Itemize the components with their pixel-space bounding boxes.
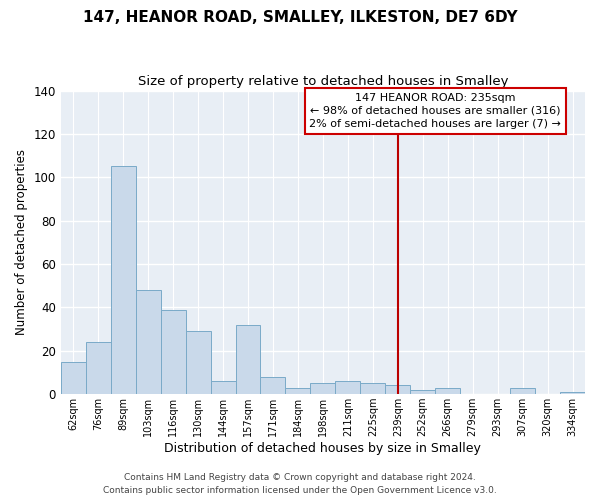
Text: 147 HEANOR ROAD: 235sqm
← 98% of detached houses are smaller (316)
2% of semi-de: 147 HEANOR ROAD: 235sqm ← 98% of detache… (309, 92, 561, 129)
Bar (185, 332, 211, 394)
Bar (61, 362, 86, 394)
Bar (435, 388, 460, 394)
Bar (260, 377, 286, 394)
Bar (236, 325, 260, 394)
Bar (136, 290, 161, 394)
Title: Size of property relative to detached houses in Smalley: Size of property relative to detached ho… (137, 75, 508, 88)
Text: 147, HEANOR ROAD, SMALLEY, ILKESTON, DE7 6DY: 147, HEANOR ROAD, SMALLEY, ILKESTON, DE7… (83, 10, 517, 25)
Bar (161, 310, 185, 394)
Bar (86, 342, 111, 394)
Bar (510, 388, 535, 394)
Bar (111, 166, 136, 394)
X-axis label: Distribution of detached houses by size in Smalley: Distribution of detached houses by size … (164, 442, 481, 455)
Bar (410, 390, 435, 394)
Bar (560, 392, 585, 394)
Text: Contains HM Land Registry data © Crown copyright and database right 2024.
Contai: Contains HM Land Registry data © Crown c… (103, 474, 497, 495)
Bar (335, 381, 361, 394)
Bar (385, 386, 410, 394)
Bar (361, 384, 385, 394)
Y-axis label: Number of detached properties: Number of detached properties (15, 150, 28, 336)
Bar (286, 388, 310, 394)
Bar (310, 384, 335, 394)
Bar (211, 381, 236, 394)
